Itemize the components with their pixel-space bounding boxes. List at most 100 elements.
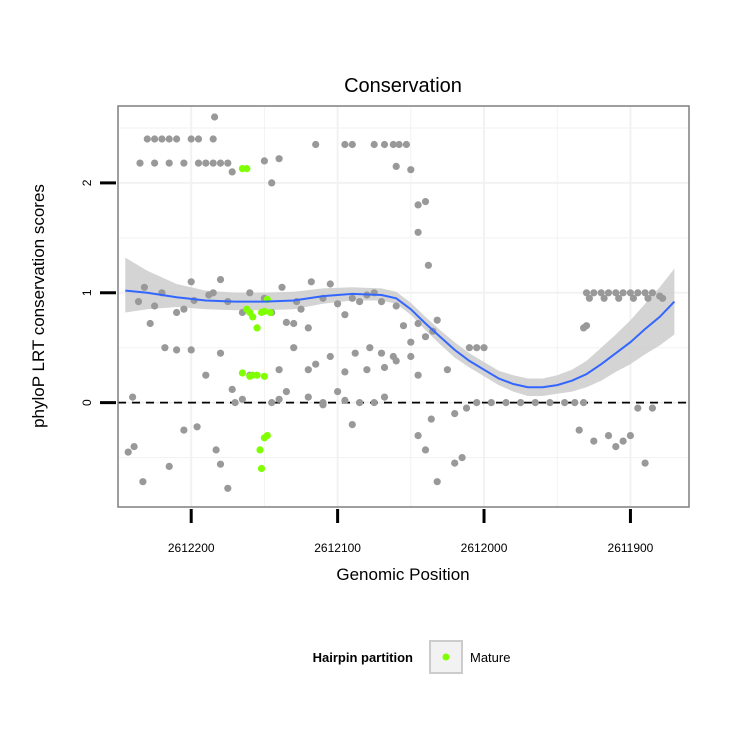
point-other-11 xyxy=(238,395,246,403)
point-other-66 xyxy=(487,399,495,407)
point-other-144 xyxy=(216,349,225,357)
point-other-98 xyxy=(209,135,217,143)
point-other-104 xyxy=(202,159,210,167)
point-other-92 xyxy=(151,135,159,143)
point-other-132 xyxy=(312,360,320,368)
point-other-22 xyxy=(151,302,159,310)
point-other-5 xyxy=(193,423,201,431)
smooth-trend-line xyxy=(125,289,676,389)
point-other-40 xyxy=(134,298,143,306)
point-other-152 xyxy=(370,399,378,407)
point-other-150 xyxy=(341,396,349,404)
point-mature-18 xyxy=(257,464,266,473)
point-other-117 xyxy=(380,140,389,149)
point-other-46 xyxy=(209,289,217,297)
point-other-106 xyxy=(216,159,225,167)
point-other-158 xyxy=(612,289,620,297)
point-other-29 xyxy=(326,280,334,288)
point-other-63 xyxy=(451,410,459,418)
point-other-115 xyxy=(348,140,356,149)
point-other-49 xyxy=(246,289,254,297)
point-other-88 xyxy=(648,404,657,412)
point-other-131 xyxy=(290,344,298,352)
point-other-140 xyxy=(414,371,422,379)
point-other-23 xyxy=(187,278,195,286)
chart-title: Conservation xyxy=(344,75,462,97)
point-other-103 xyxy=(194,159,203,167)
point-mature-13 xyxy=(238,369,246,377)
point-other-127 xyxy=(465,344,473,352)
point-other-114 xyxy=(341,140,349,149)
legend-marker-mature xyxy=(442,653,450,661)
point-other-105 xyxy=(209,159,217,167)
point-other-77 xyxy=(433,478,441,486)
point-other-160 xyxy=(626,289,635,297)
point-other-141 xyxy=(161,344,169,352)
point-other-126 xyxy=(424,261,432,269)
point-other-64 xyxy=(462,404,471,412)
point-other-9 xyxy=(202,371,210,379)
point-other-90 xyxy=(580,324,588,332)
point-other-113 xyxy=(312,140,320,149)
x-axis-title: Genomic Position xyxy=(336,565,469,584)
point-other-101 xyxy=(165,159,173,167)
point-other-6 xyxy=(212,446,220,454)
panel-border xyxy=(117,105,690,508)
point-other-123 xyxy=(414,201,422,209)
legend-label-mature: Mature xyxy=(470,650,510,665)
point-other-107 xyxy=(224,159,232,167)
point-other-80 xyxy=(575,426,583,434)
point-other-95 xyxy=(173,135,181,143)
point-other-58 xyxy=(377,298,386,306)
point-other-138 xyxy=(389,352,397,361)
point-other-61 xyxy=(421,333,430,341)
point-mature-9 xyxy=(243,305,251,313)
point-other-108 xyxy=(211,113,219,121)
point-other-102 xyxy=(180,159,188,167)
point-mature-4 xyxy=(253,324,261,332)
point-other-149 xyxy=(319,399,327,407)
point-other-37 xyxy=(180,305,188,313)
point-other-162 xyxy=(641,289,649,297)
point-other-154 xyxy=(582,289,591,297)
point-other-34 xyxy=(414,319,422,328)
point-other-130 xyxy=(275,366,283,374)
point-other-136 xyxy=(366,344,374,352)
point-other-122 xyxy=(407,166,415,174)
point-other-55 xyxy=(334,300,342,308)
y-axis: 0 1 2 xyxy=(80,179,116,406)
point-other-1 xyxy=(130,443,138,451)
point-other-28 xyxy=(307,278,315,286)
point-other-81 xyxy=(590,437,598,445)
point-other-16 xyxy=(334,388,342,396)
point-other-165 xyxy=(585,294,594,302)
legend: Hairpin partition Mature xyxy=(313,640,510,674)
point-mature-12 xyxy=(260,372,268,380)
point-other-41 xyxy=(140,283,148,291)
point-mature-6 xyxy=(260,307,268,315)
point-other-82 xyxy=(604,432,613,440)
point-other-128 xyxy=(473,344,481,352)
point-other-133 xyxy=(326,352,334,361)
x-axis: 2612200 2612100 2612000 2611900 xyxy=(168,509,654,555)
point-other-2 xyxy=(139,478,147,486)
point-other-167 xyxy=(615,294,623,302)
point-other-4 xyxy=(180,426,188,434)
point-other-169 xyxy=(644,294,652,302)
y-tick-label-1: 1 xyxy=(80,289,94,296)
point-other-7 xyxy=(216,460,225,468)
point-other-33 xyxy=(392,302,400,310)
point-other-17 xyxy=(348,421,356,429)
plot-panel xyxy=(117,105,690,508)
point-other-10 xyxy=(228,385,236,393)
point-other-97 xyxy=(194,135,203,143)
point-other-110 xyxy=(260,157,268,165)
x-tick-label-2: 2612000 xyxy=(461,541,508,555)
point-other-67 xyxy=(502,399,510,407)
point-other-125 xyxy=(414,228,422,236)
point-other-91 xyxy=(143,135,151,143)
point-other-134 xyxy=(341,368,349,376)
point-other-111 xyxy=(275,155,283,163)
point-other-52 xyxy=(297,305,305,313)
